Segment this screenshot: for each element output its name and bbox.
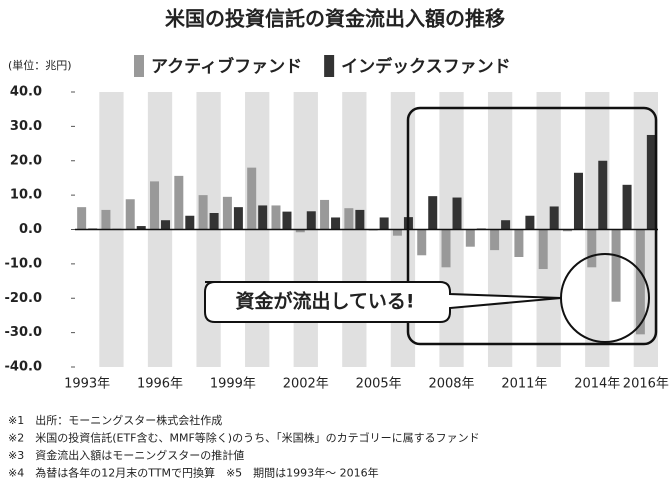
bar: [549, 206, 559, 230]
bar: [295, 229, 305, 233]
legend-swatch: [324, 55, 335, 77]
bar: [222, 196, 232, 230]
bar: [233, 207, 243, 230]
bar: [441, 229, 451, 268]
bar: [490, 229, 500, 251]
bar: [501, 220, 511, 230]
bar: [379, 217, 389, 230]
bar: [562, 229, 572, 232]
bar: [417, 229, 427, 256]
y-tick-label: 20.0: [10, 153, 42, 168]
bar: [428, 196, 438, 230]
bar: [392, 229, 402, 236]
bar: [258, 205, 268, 230]
footnote: ※1 出所：モーニングスター株式会社作成: [8, 413, 222, 427]
bar: [320, 199, 330, 230]
x-tick-label: 2005年: [356, 377, 402, 392]
bar: [573, 172, 583, 230]
bar: [150, 181, 160, 230]
bars: [77, 134, 656, 335]
highlight-frame: [406, 106, 658, 346]
bar: [282, 211, 292, 230]
bar: [271, 205, 281, 230]
x-tick-label: 2011年: [501, 377, 547, 392]
bar: [452, 197, 462, 230]
bar: [635, 229, 645, 335]
bar: [136, 226, 146, 230]
y-tick-label: -40.0: [5, 360, 42, 375]
bar: [306, 211, 316, 230]
bar: [587, 229, 597, 268]
x-tick-label: 1999年: [210, 377, 256, 392]
bar: [209, 213, 219, 230]
x-tick-label: 2016年: [623, 377, 669, 392]
x-tick-label: 2008年: [428, 377, 474, 392]
legend-label: アクティブファンド: [151, 56, 302, 77]
y-tick-label: 0.0: [19, 222, 42, 237]
x-tick-label: 2002年: [283, 377, 329, 392]
y-tick-label: -30.0: [5, 325, 42, 340]
x-tick-label: 1996年: [137, 377, 183, 392]
bar: [247, 167, 257, 230]
footnote: ※3 資金流出入額はモーニングスターの推計値: [8, 448, 244, 462]
y-tick-label: 40.0: [10, 85, 42, 100]
bar: [538, 229, 548, 270]
bar: [101, 209, 111, 230]
footnote: ※2 米国の投資信託(ETF含む、MMF等除く)のうち、「米国株」のカテゴリーに…: [8, 431, 480, 445]
bar: [125, 199, 135, 230]
legend-swatch: [134, 55, 144, 77]
callout: [204, 281, 562, 323]
y-tick-label: 30.0: [10, 119, 42, 134]
bar: [514, 229, 524, 257]
bar: [646, 134, 656, 230]
bar: [198, 195, 208, 230]
bar: [355, 209, 365, 230]
callout-text: 資金が流出している!: [235, 290, 414, 313]
bar: [465, 229, 475, 247]
bar: [344, 208, 354, 230]
bar: [598, 160, 608, 230]
y-tick-label: 10.0: [10, 188, 42, 203]
bar: [622, 184, 632, 230]
x-tick-label: 1993年: [64, 377, 110, 392]
legend-label: インデックスファンド: [341, 56, 511, 77]
bar: [525, 215, 535, 230]
bar: [185, 215, 195, 230]
bar: [174, 175, 184, 230]
footnote: ※4 為替は各年の12月末のTTMで円換算 ※5 期間は1993年～ 2016年: [8, 466, 379, 480]
y-tick-label: -20.0: [5, 291, 42, 306]
bar: [611, 229, 621, 302]
chart-title: 米国の投資信託の資金流出入額の推移: [165, 7, 505, 31]
x-tick-label: 2014年: [574, 377, 620, 392]
bar: [77, 207, 87, 230]
unit-label: (単位：兆円): [8, 58, 72, 72]
bar: [331, 217, 341, 230]
bar: [161, 220, 171, 230]
y-tick-label: -10.0: [5, 256, 42, 271]
